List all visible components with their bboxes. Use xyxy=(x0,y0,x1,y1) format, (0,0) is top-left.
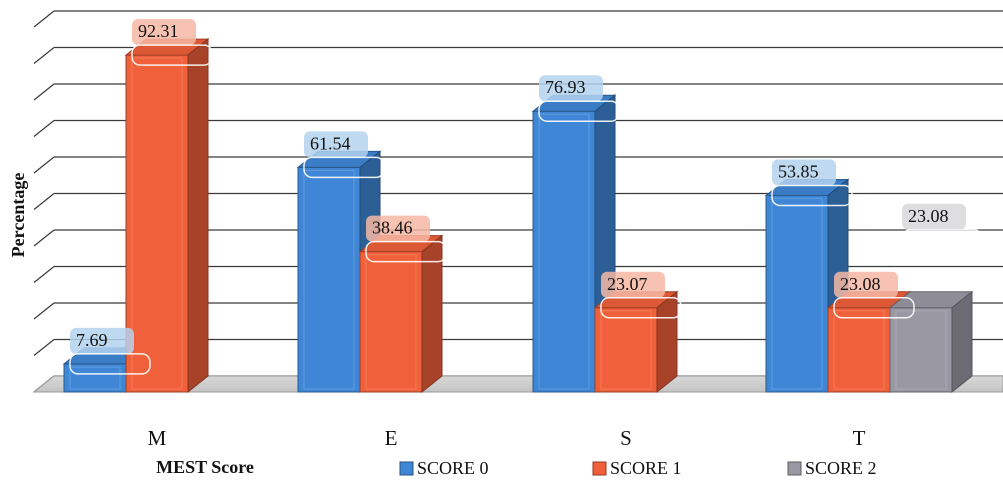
data-label: 38.46 xyxy=(372,218,413,238)
data-label-halo xyxy=(69,353,151,375)
data-label-box xyxy=(132,19,196,46)
data-label-halo xyxy=(833,297,915,319)
gridline-depth xyxy=(33,10,55,28)
data-label: 92.31 xyxy=(138,21,179,41)
data-label-halo xyxy=(131,44,213,66)
axis-labels: Percentage MEST Score M E S T xyxy=(8,173,866,477)
legend-item-score-0: SCORE 0 xyxy=(399,458,489,478)
data-label-halo xyxy=(538,100,620,122)
legend-item-score-1: SCORE 1 xyxy=(592,458,682,478)
gridline-depth xyxy=(33,339,55,356)
gridline-depth xyxy=(33,156,55,174)
bar-highlight xyxy=(895,310,947,390)
bar-front xyxy=(827,307,891,393)
gridline-depth xyxy=(33,302,55,320)
data-label: 61.54 xyxy=(310,133,351,153)
bar-highlight xyxy=(600,310,652,390)
data-label-box xyxy=(366,215,430,242)
data-label-halo xyxy=(303,156,385,179)
data-label: 23.07 xyxy=(607,274,648,294)
bar-highlight xyxy=(833,310,885,390)
data-label-box xyxy=(70,327,134,354)
data-label-halo xyxy=(771,184,853,207)
data-label-halo xyxy=(901,229,983,251)
data-label-halo xyxy=(365,240,447,263)
bar-front xyxy=(889,307,953,393)
bar-front xyxy=(125,54,189,393)
bar-score-1-m xyxy=(124,38,210,394)
legend-swatch xyxy=(592,461,607,476)
legend-label: SCORE 1 xyxy=(610,458,682,478)
legend-item-score-2: SCORE 2 xyxy=(787,458,877,478)
x-tick-label: M xyxy=(148,426,167,450)
data-label: 53.85 xyxy=(778,161,819,181)
x-tick-label: T xyxy=(853,426,866,450)
legend-label: SCORE 0 xyxy=(417,458,489,478)
gridline-depth xyxy=(33,120,55,137)
bar-side xyxy=(421,234,443,394)
data-label-box xyxy=(772,159,836,186)
gridline-depth xyxy=(33,193,55,210)
bar-side xyxy=(951,290,973,394)
gridlines xyxy=(33,10,1003,393)
bar-front xyxy=(359,251,423,393)
gridline-depth xyxy=(33,266,55,283)
bar-side xyxy=(187,38,209,394)
bar-highlight xyxy=(538,113,590,390)
data-label: 23.08 xyxy=(908,206,949,226)
data-label-box xyxy=(902,203,966,230)
chart-floor-plane xyxy=(32,375,1003,393)
chart-floor xyxy=(32,375,1003,393)
x-tick-label: S xyxy=(620,426,632,450)
data-labels: 7.69 92.31 61.54 38.46 76.93 23.07 53.85 23.08 2… xyxy=(69,19,983,375)
data-label: 76.93 xyxy=(545,77,586,97)
data-label-box xyxy=(834,271,898,298)
data-label-box xyxy=(304,131,368,158)
bar-highlight xyxy=(69,366,121,390)
bar-front xyxy=(594,307,658,393)
data-label-halo xyxy=(600,297,682,319)
bar-front xyxy=(765,194,829,393)
bar-score-1-e xyxy=(358,234,444,394)
bar-highlight xyxy=(365,254,417,390)
bar-highlight xyxy=(771,197,823,390)
bar-highlight xyxy=(303,169,355,390)
gridline-depth xyxy=(33,83,55,101)
gridline-depth xyxy=(33,47,55,64)
legend-label: SCORE 2 xyxy=(805,458,877,478)
data-label: 23.08 xyxy=(840,274,881,294)
bar-score-1-s xyxy=(593,290,679,394)
data-label-box xyxy=(601,271,665,298)
bar-side xyxy=(656,290,678,394)
bar-front xyxy=(532,110,596,393)
gridline-depth xyxy=(33,229,55,247)
legend-swatch xyxy=(787,461,802,476)
legend: SCORE 0 SCORE 1 SCORE 2 xyxy=(399,458,877,478)
bar-front xyxy=(297,166,361,393)
data-label-box xyxy=(539,75,603,102)
bar-highlight xyxy=(131,57,183,390)
bars xyxy=(62,38,974,394)
legend-swatch xyxy=(399,461,414,476)
x-axis-title: MEST Score xyxy=(156,457,254,477)
x-tick-label: E xyxy=(385,426,398,450)
bar-score-2-t xyxy=(888,290,974,394)
y-axis-title: Percentage xyxy=(8,173,28,258)
data-label: 7.69 xyxy=(76,330,108,350)
bar-front xyxy=(63,363,127,393)
